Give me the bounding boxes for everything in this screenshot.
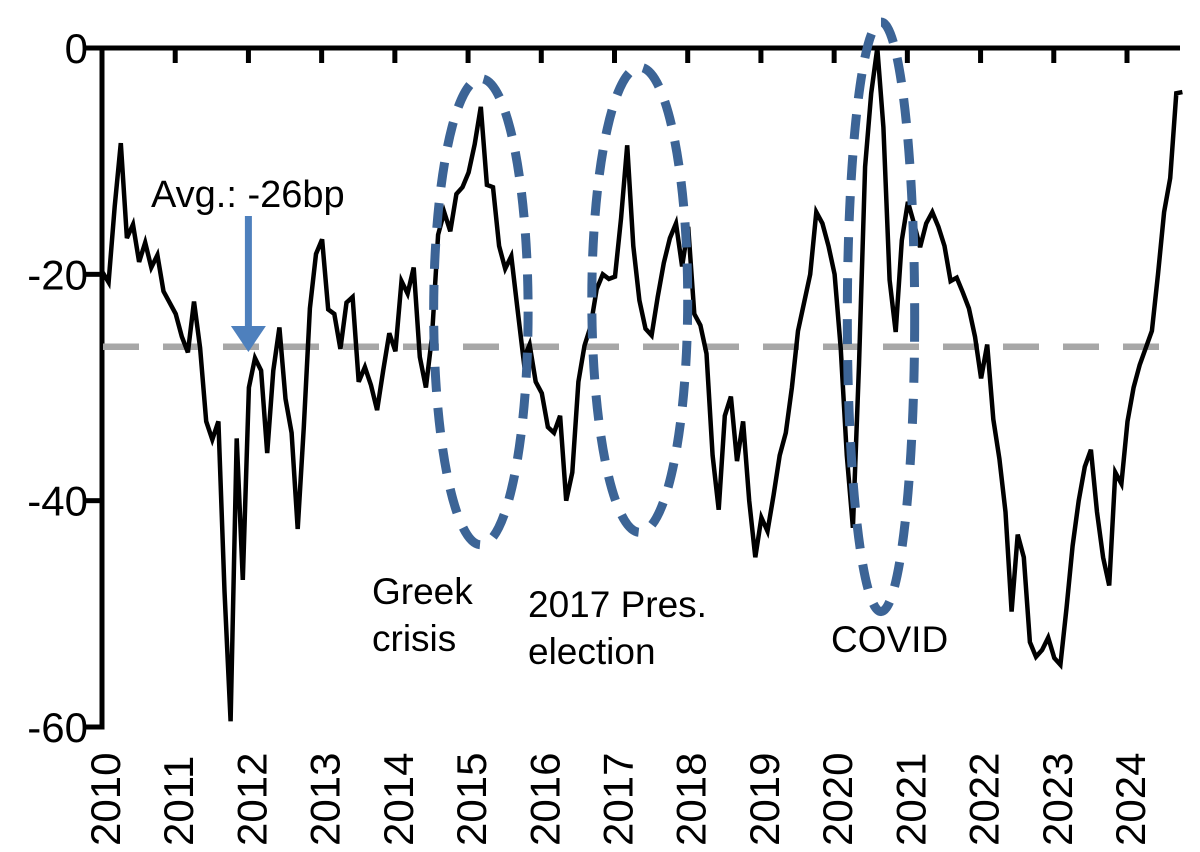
average-arrow-head [230, 326, 266, 352]
x-tick-label: 2022 [961, 753, 1008, 846]
x-tick-label: 2021 [887, 753, 934, 846]
x-tick-label: 2018 [668, 753, 715, 846]
event-label: 2017 Pres. election [528, 584, 707, 672]
series-line [100, 47, 1183, 722]
x-tick-label: 2010 [82, 753, 129, 846]
series [100, 47, 1183, 722]
y-tick-label: 0 [65, 25, 88, 72]
event-ellipse [587, 62, 693, 537]
x-tick-label: 2015 [448, 753, 495, 846]
x-tick-label: 2013 [302, 753, 349, 846]
x-tick-label: 2016 [521, 753, 568, 846]
event-label: COVID [831, 619, 948, 660]
x-tick-label: 2017 [594, 753, 641, 846]
average-label: Avg.: -26bp [151, 174, 345, 216]
y-tick-label: -20 [27, 251, 88, 298]
y-tick-label: -40 [27, 478, 88, 525]
x-tick-label: 2019 [741, 753, 788, 846]
event-labels: Greek crisis 2017 Pres. election COVID [372, 571, 948, 672]
event-ellipse [842, 17, 920, 617]
event-label-line: 2017 Pres. [528, 584, 707, 625]
event-label-line: COVID [831, 619, 948, 660]
event-ellipse [429, 74, 533, 550]
event-label-line: Greek [372, 571, 473, 612]
event-label: Greek crisis [372, 571, 473, 659]
event-label-line: crisis [372, 618, 456, 659]
event-label-line: election [528, 631, 656, 672]
average-annotation: Avg.: -26bp [103, 174, 1180, 352]
x-tick-label: 2012 [228, 753, 275, 846]
x-tick-label: 2020 [814, 753, 861, 846]
x-tick-label: 2014 [375, 753, 422, 846]
x-tick-label: 2023 [1034, 753, 1081, 846]
event-circles [429, 17, 920, 617]
x-tick-label: 2011 [155, 756, 202, 846]
y-tick-label: -60 [27, 704, 88, 751]
x-tick-label: 2024 [1107, 753, 1154, 846]
